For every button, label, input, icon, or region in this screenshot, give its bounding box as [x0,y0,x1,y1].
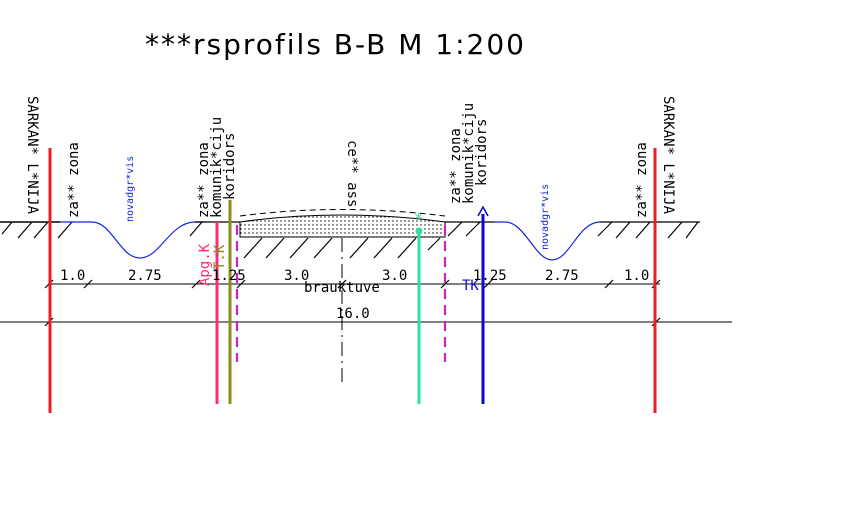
label-comm-zona-left-3: koridors [222,133,238,200]
utility-tk-arrow [477,205,489,217]
dimension-6: 1.25 [473,268,507,284]
label-tk: TK [462,278,479,294]
label-novadgravis-right: novadgr*vis [540,184,551,250]
dimension-4: 3.0 [284,268,309,284]
label-brauktuve: brauktuve [304,280,380,296]
label-zale-zona-left: za** zona [66,142,82,218]
label-star-marker: * [414,210,423,228]
label-comm-zona-right-2: komunik*ciju [461,103,477,204]
label-centre-axis: ce** ass [344,140,360,207]
ground-hatch-left-2 [189,221,203,237]
dimension-total: 16.0 [336,306,370,322]
label-comm-zona-right-1: za** zona [448,128,464,204]
dimension-7: 2.75 [545,268,579,284]
dimension-5: 3.0 [382,268,407,284]
label-apg-k: Apg.K [197,243,213,286]
label-sarkana-left: SARKAN* L*NIJA [24,96,40,215]
ground-hatch-left [1,221,73,239]
label-zale-zona-right: za** zona [634,142,650,218]
dimension-3: 1.25 [212,268,246,284]
label-sarkana-right: SARKAN* L*NIJA [660,96,676,215]
label-t-k: T.K [212,244,228,270]
label-comm-zona-right-3: koridors [474,119,490,186]
label-comm-zona-left-2: komunik*ciju [209,117,225,218]
ground-hatch-right-1 [447,221,481,237]
road-pavement [239,214,446,238]
ditch-left [60,221,205,259]
utility-mint-marker [415,227,423,235]
label-comm-zona-left-1: za** zona [196,142,212,218]
dimension-2: 2.75 [128,268,162,284]
dimension-ticks-upper [44,279,661,289]
ground-hatch-right-2 [597,221,699,239]
road-top-dashed [239,209,446,217]
ditch-right [495,221,601,261]
dimension-8: 1.0 [624,268,649,284]
drawing-title: ***rsprofils B-B M 1:200 [145,28,526,61]
label-novadgravis-left: novadgr*vis [125,156,136,222]
ground-hatch-road [243,237,441,259]
dimension-1: 1.0 [60,268,85,284]
